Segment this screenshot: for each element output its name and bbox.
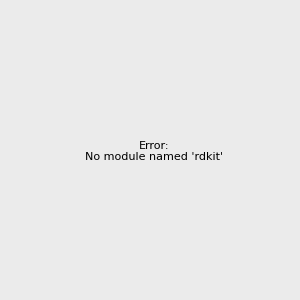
Text: Error:
No module named 'rdkit': Error: No module named 'rdkit'	[85, 141, 223, 162]
